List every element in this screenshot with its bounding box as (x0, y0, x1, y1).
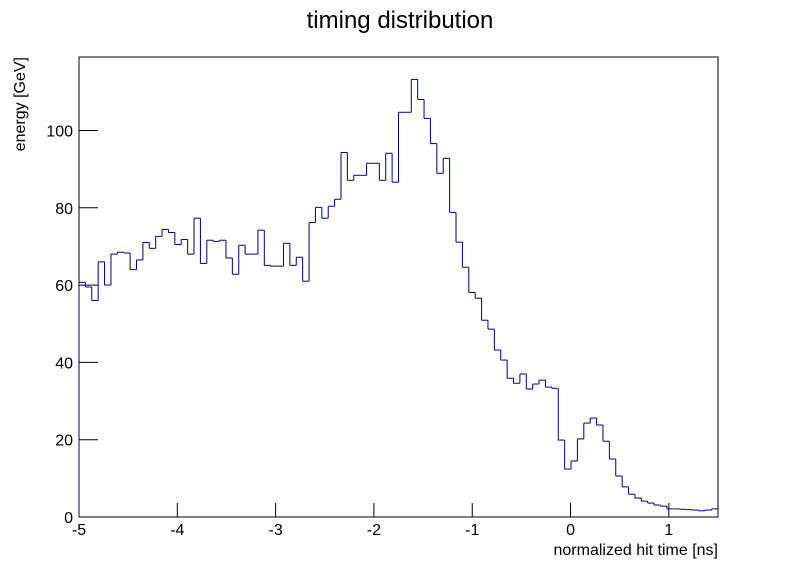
x-tick-label: -1 (465, 522, 479, 539)
y-tick-label: 80 (55, 201, 73, 218)
x-tick-label: -3 (268, 522, 282, 539)
chart-title: timing distribution (307, 7, 494, 34)
x-tick-label: 1 (664, 522, 673, 539)
y-tick-label: 0 (64, 510, 73, 527)
y-tick-label: 60 (55, 278, 73, 295)
x-tick-label: -4 (170, 522, 184, 539)
y-tick-label: 100 (46, 123, 73, 140)
x-tick-label: -2 (367, 522, 381, 539)
x-tick-label: 0 (566, 522, 575, 539)
y-tick-label: 20 (55, 433, 73, 450)
x-axis-label: normalized hit time [ns] (553, 542, 718, 559)
x-tick-label: -5 (72, 522, 86, 539)
y-axis-label: energy [GeV] (12, 57, 29, 151)
y-tick-label: 40 (55, 355, 73, 372)
